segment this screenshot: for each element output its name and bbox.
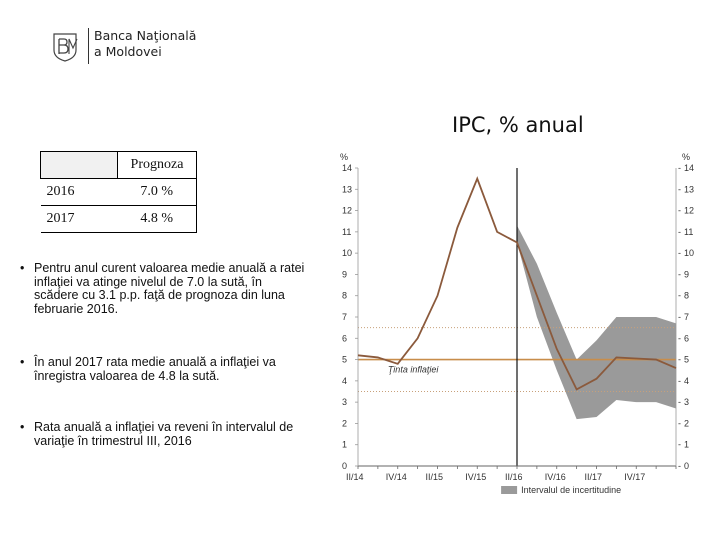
y-tick-label-left: 0 bbox=[342, 461, 347, 471]
y-tick-label-left: 6 bbox=[342, 333, 347, 343]
y-tick-label-left: 8 bbox=[342, 291, 347, 301]
y-tick-label-right: 5 bbox=[684, 355, 689, 365]
legend-label: Intervalul de incertitudine bbox=[521, 485, 621, 495]
bullet-item: Pentru anul curent valoarea medie anuală… bbox=[18, 261, 308, 316]
y-tick-label-left: 1 bbox=[342, 440, 347, 450]
cpi-chart: Ţinta inflaţiei0-01-12-23-34-45-56-67-78… bbox=[340, 152, 694, 495]
y-tick-label-right: 13 bbox=[684, 184, 694, 194]
forecast-header-empty bbox=[40, 151, 118, 179]
y-tick-label-right: - bbox=[678, 269, 681, 279]
y-tick-label-right: 1 bbox=[684, 440, 689, 450]
y-tick-label-right: - bbox=[678, 248, 681, 258]
forecast-table-header: Prognoza bbox=[40, 151, 197, 179]
forecast-year: 2017 bbox=[40, 205, 118, 233]
x-tick-label: II/15 bbox=[426, 472, 444, 482]
forecast-table: Prognoza 2016 7.0 % 2017 4.8 % bbox=[40, 151, 197, 233]
y-tick-label-left: 12 bbox=[342, 206, 352, 216]
y-tick-label-right: 7 bbox=[684, 312, 689, 322]
y-tick-label-right: 14 bbox=[684, 163, 694, 173]
y-tick-label-right: - bbox=[678, 227, 681, 237]
y-tick-label-left: 2 bbox=[342, 418, 347, 428]
bullet-item: Rata anuală a inflaţiei va reveni în int… bbox=[18, 420, 308, 448]
y-tick-label-right: - bbox=[678, 355, 681, 365]
x-tick-label: II/17 bbox=[585, 472, 603, 482]
bullet-item: În anul 2017 rata medie anuală a inflaţi… bbox=[18, 355, 308, 383]
forecast-value: 4.8 % bbox=[117, 205, 197, 233]
y-tick-label-right: 3 bbox=[684, 397, 689, 407]
chart-title: IPC, % anual bbox=[452, 113, 584, 137]
y-tick-label-left: 5 bbox=[342, 355, 347, 365]
y-tick-label-left: 14 bbox=[342, 163, 352, 173]
y-axis-unit-left: % bbox=[340, 152, 348, 162]
y-tick-label-right: 12 bbox=[684, 206, 694, 216]
y-tick-label-right: - bbox=[678, 418, 681, 428]
y-axis-unit-right: % bbox=[682, 152, 690, 162]
forecast-value: 7.0 % bbox=[117, 178, 197, 206]
y-tick-label-right: 0 bbox=[684, 461, 689, 471]
y-tick-label-left: 11 bbox=[342, 227, 351, 237]
y-tick-label-right: 10 bbox=[684, 248, 694, 258]
legend-swatch bbox=[501, 486, 518, 494]
inflation-target-label: Ţinta inflaţiei bbox=[388, 365, 440, 375]
forecast-header-label: Prognoza bbox=[117, 151, 197, 179]
y-tick-label-left: 4 bbox=[342, 376, 347, 386]
y-tick-label-right: - bbox=[678, 461, 681, 471]
y-tick-label-right: - bbox=[678, 440, 681, 450]
x-tick-label: IV/16 bbox=[545, 472, 566, 482]
y-tick-label-right: 2 bbox=[684, 418, 689, 428]
y-tick-label-right: 9 bbox=[684, 269, 689, 279]
y-tick-label-left: 13 bbox=[342, 184, 352, 194]
y-tick-label-right: 8 bbox=[684, 291, 689, 301]
x-tick-label: II/14 bbox=[346, 472, 364, 482]
y-tick-label-left: 7 bbox=[342, 312, 347, 322]
bank-logo: Banca Naţională a Moldovei bbox=[50, 26, 200, 66]
uncertainty-band bbox=[517, 225, 676, 420]
table-row: 2017 4.8 % bbox=[40, 205, 197, 233]
y-tick-label-right: - bbox=[678, 333, 681, 343]
x-tick-label: IV/17 bbox=[624, 472, 645, 482]
bank-name: Banca Naţională a Moldovei bbox=[94, 28, 196, 60]
forecast-year: 2016 bbox=[40, 178, 118, 206]
y-tick-label-right: - bbox=[678, 184, 681, 194]
bullet-list: Pentru anul curent valoarea medie anuală… bbox=[18, 261, 308, 448]
y-tick-label-left: 10 bbox=[342, 248, 352, 258]
y-tick-label-left: 3 bbox=[342, 397, 347, 407]
logo-divider bbox=[88, 28, 89, 64]
y-tick-label-left: 9 bbox=[342, 269, 347, 279]
x-tick-label: II/16 bbox=[505, 472, 523, 482]
x-tick-label: IV/14 bbox=[386, 472, 407, 482]
y-tick-label-right: 6 bbox=[684, 333, 689, 343]
x-tick-label: IV/15 bbox=[465, 472, 486, 482]
y-tick-label-right: - bbox=[678, 397, 681, 407]
y-tick-label-right: - bbox=[678, 291, 681, 301]
y-tick-label-right: - bbox=[678, 206, 681, 216]
y-tick-label-right: - bbox=[678, 312, 681, 322]
y-tick-label-right: 11 bbox=[684, 227, 693, 237]
bank-name-line1: Banca Naţională bbox=[94, 28, 197, 43]
y-tick-label-right: 4 bbox=[684, 376, 689, 386]
y-tick-label-right: - bbox=[678, 163, 681, 173]
bnm-monogram-icon bbox=[53, 33, 78, 62]
cpi-series-line bbox=[357, 176, 677, 391]
table-row: 2016 7.0 % bbox=[40, 178, 197, 206]
bank-name-line2: a Moldovei bbox=[94, 44, 162, 59]
y-tick-label-right: - bbox=[678, 376, 681, 386]
